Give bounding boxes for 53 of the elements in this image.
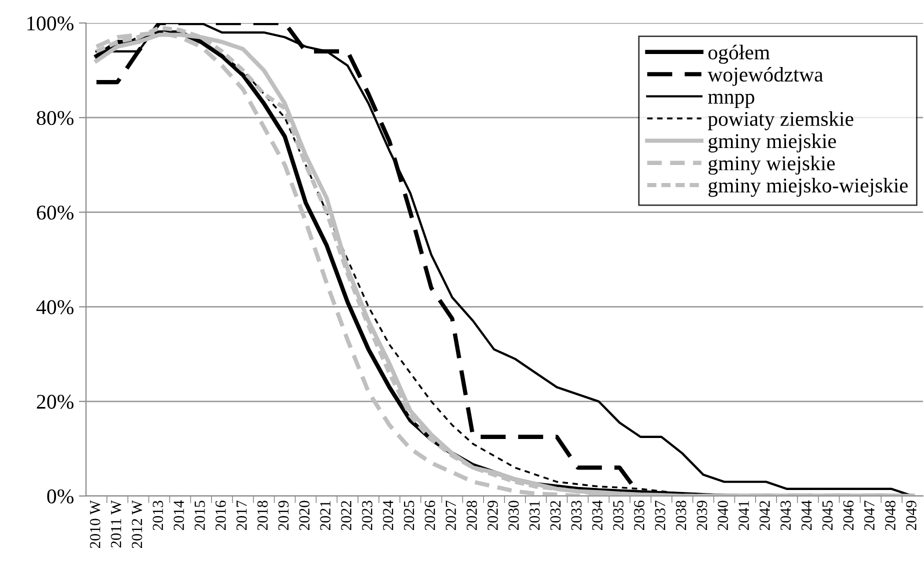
legend-label: ogółem [708, 44, 770, 64]
x-tick-label: 2036 [634, 500, 644, 530]
x-tick-label: 2043 [780, 500, 791, 530]
x-tick-label: 2013 [152, 500, 164, 530]
y-tick-label: 0% [47, 489, 74, 504]
x-tick-label: 2032 [550, 501, 561, 530]
legend-label: powiaty ziemskie [708, 111, 854, 130]
x-tick-label: 2033 [571, 500, 582, 530]
x-tick-label: 2049 [906, 500, 916, 530]
x-tick-label: 2024 [382, 500, 394, 530]
x-tick-label: 2047 [864, 500, 875, 530]
x-tick-label: 2023 [362, 500, 372, 530]
x-tick-label: 2017 [236, 500, 247, 530]
x-tick-label: 2016 [216, 500, 226, 530]
x-tick-label: 2037 [654, 500, 666, 530]
x-tick-label: 2027 [446, 500, 456, 530]
x-tick-label: 2018 [257, 500, 268, 530]
x-tick-label: 2034 [592, 500, 602, 530]
x-tick-label: 2015 [194, 500, 205, 530]
legend-label: gminy miejsko-wiejskie [708, 178, 908, 197]
y-tick-label: 60% [36, 206, 74, 220]
legend-label: gminy wiejskie [708, 156, 835, 175]
x-tick-label: 2044 [801, 500, 812, 530]
x-tick-label: 2035 [613, 500, 624, 530]
y-tick-label: 80% [36, 110, 74, 126]
x-tick-label: 2045 [822, 500, 833, 530]
x-tick-label: 2046 [843, 500, 854, 530]
x-tick-label: 2031 [529, 501, 540, 530]
x-tick-label: 2038 [676, 500, 686, 530]
x-tick-label: 2030 [508, 500, 519, 530]
x-tick-label: 2042 [760, 501, 770, 530]
x-tick-label: 2014 [174, 500, 184, 530]
x-tick-label: 2025 [404, 500, 414, 530]
x-tick-label: 2021 [320, 501, 330, 530]
y-tick-label: 100% [27, 16, 74, 30]
legend-label: mnpp [708, 94, 754, 108]
x-tick-label: 2012 W [132, 500, 142, 548]
x-tick-label: 2022 [341, 501, 352, 530]
x-tick-label: 2011 W [110, 500, 122, 548]
x-tick-label: 2010 W [90, 500, 100, 548]
legend-label: województwa [708, 66, 824, 86]
x-tick-label: 2040 [718, 500, 728, 530]
y-tick-label: 40% [36, 300, 74, 314]
x-tick-label: 2019 [278, 500, 289, 530]
x-tick-label: 2029 [488, 500, 498, 530]
x-tick-label: 2020 [299, 500, 310, 530]
x-tick-label: 2041 [738, 501, 749, 530]
y-tick-label: 20% [36, 394, 74, 409]
x-tick-label: 2026 [424, 500, 436, 530]
x-tick-label: 2028 [466, 500, 477, 530]
x-tick-label: 2039 [696, 500, 708, 530]
legend-label: gminy miejskie [708, 134, 836, 152]
x-tick-label: 2048 [885, 500, 896, 530]
